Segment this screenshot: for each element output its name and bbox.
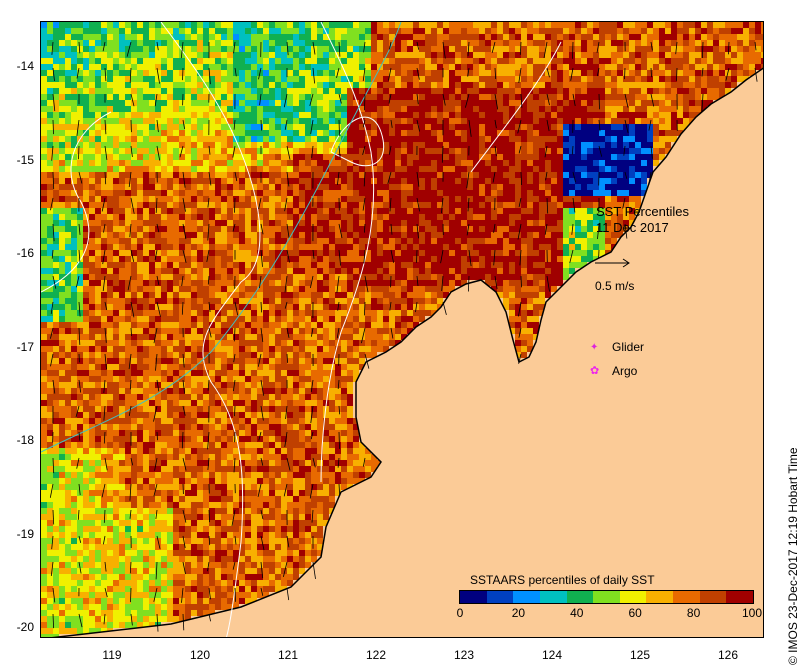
lon-tick-label: 121 — [277, 648, 299, 662]
isobath-line — [41, 22, 402, 453]
map-title: SST Percentiles — [596, 204, 689, 219]
sst-contour — [320, 22, 375, 483]
lat-tick-label: -16 — [16, 246, 34, 260]
colorbar-tick-label: 100 — [741, 606, 763, 620]
lat-tick-label: -19 — [16, 527, 34, 541]
lat-tick-label: -20 — [16, 620, 34, 634]
lat-tick-label: -15 — [16, 153, 34, 167]
sst-contour — [41, 111, 112, 293]
vector-scale-arrow — [595, 258, 630, 268]
colorbar-swatch — [619, 591, 647, 603]
colorbar-swatch — [646, 591, 674, 603]
vector-scale-label: 0.5 m/s — [595, 279, 635, 293]
colorbar-swatch — [673, 591, 700, 603]
colorbar-swatch — [539, 591, 567, 603]
lon-tick-label: 120 — [189, 648, 211, 662]
colorbar-tick-label: 80 — [686, 606, 701, 620]
coastline — [51, 67, 763, 637]
sst-map — [40, 21, 764, 638]
lat-tick-label: -18 — [16, 433, 34, 447]
current-vectors — [49, 41, 758, 632]
lon-tick-label: 119 — [102, 648, 122, 662]
colorbar-tick-label: 40 — [570, 606, 584, 620]
lon-tick-label: 122 — [365, 648, 387, 662]
lon-tick-label: 125 — [629, 648, 651, 662]
land-mass — [58, 68, 763, 637]
colorbar-swatch — [460, 591, 487, 603]
colorbar-swatch — [726, 591, 754, 603]
colorbar-title: SSTAARS percentiles of daily SST — [470, 573, 655, 587]
colorbar-swatch — [699, 591, 727, 603]
sst-contour — [160, 22, 261, 637]
map-date: 11 Dec 2017 — [596, 220, 669, 235]
legend-argo-label: Argo — [612, 364, 638, 378]
colorbar — [459, 590, 754, 604]
colorbar-tick-label: 0 — [456, 606, 464, 620]
sst-contour — [470, 41, 562, 173]
colorbar-swatch — [513, 591, 540, 603]
lon-tick-label: 124 — [541, 648, 563, 662]
colorbar-swatch — [486, 591, 514, 603]
lat-tick-label: -14 — [16, 59, 34, 73]
colorbar-tick-label: 60 — [628, 606, 642, 620]
colorbar-tick-label: 20 — [511, 606, 526, 620]
colorbar-swatch — [566, 591, 594, 603]
legend-glider-label: Glider — [612, 340, 645, 354]
glider-icon: ✦ — [590, 342, 599, 353]
sst-map-canvas — [41, 22, 763, 637]
sst-contour — [330, 116, 385, 167]
credit-text: © IMOS 23-Dec-2017 12:19 Hobart Time — [786, 447, 800, 665]
lon-tick-label: 123 — [453, 648, 475, 662]
lon-tick-label: 126 — [717, 648, 739, 662]
sst-percentile-field — [41, 22, 763, 637]
lat-tick-label: -17 — [16, 340, 34, 354]
colorbar-swatch — [593, 591, 620, 603]
argo-icon: ✿ — [590, 365, 600, 377]
